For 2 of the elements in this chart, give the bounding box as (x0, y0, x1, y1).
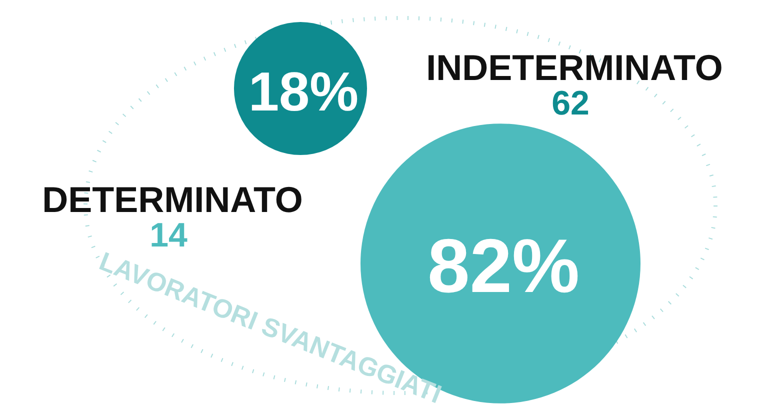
text: 18% (248, 60, 359, 122)
text: 82% (427, 224, 580, 309)
